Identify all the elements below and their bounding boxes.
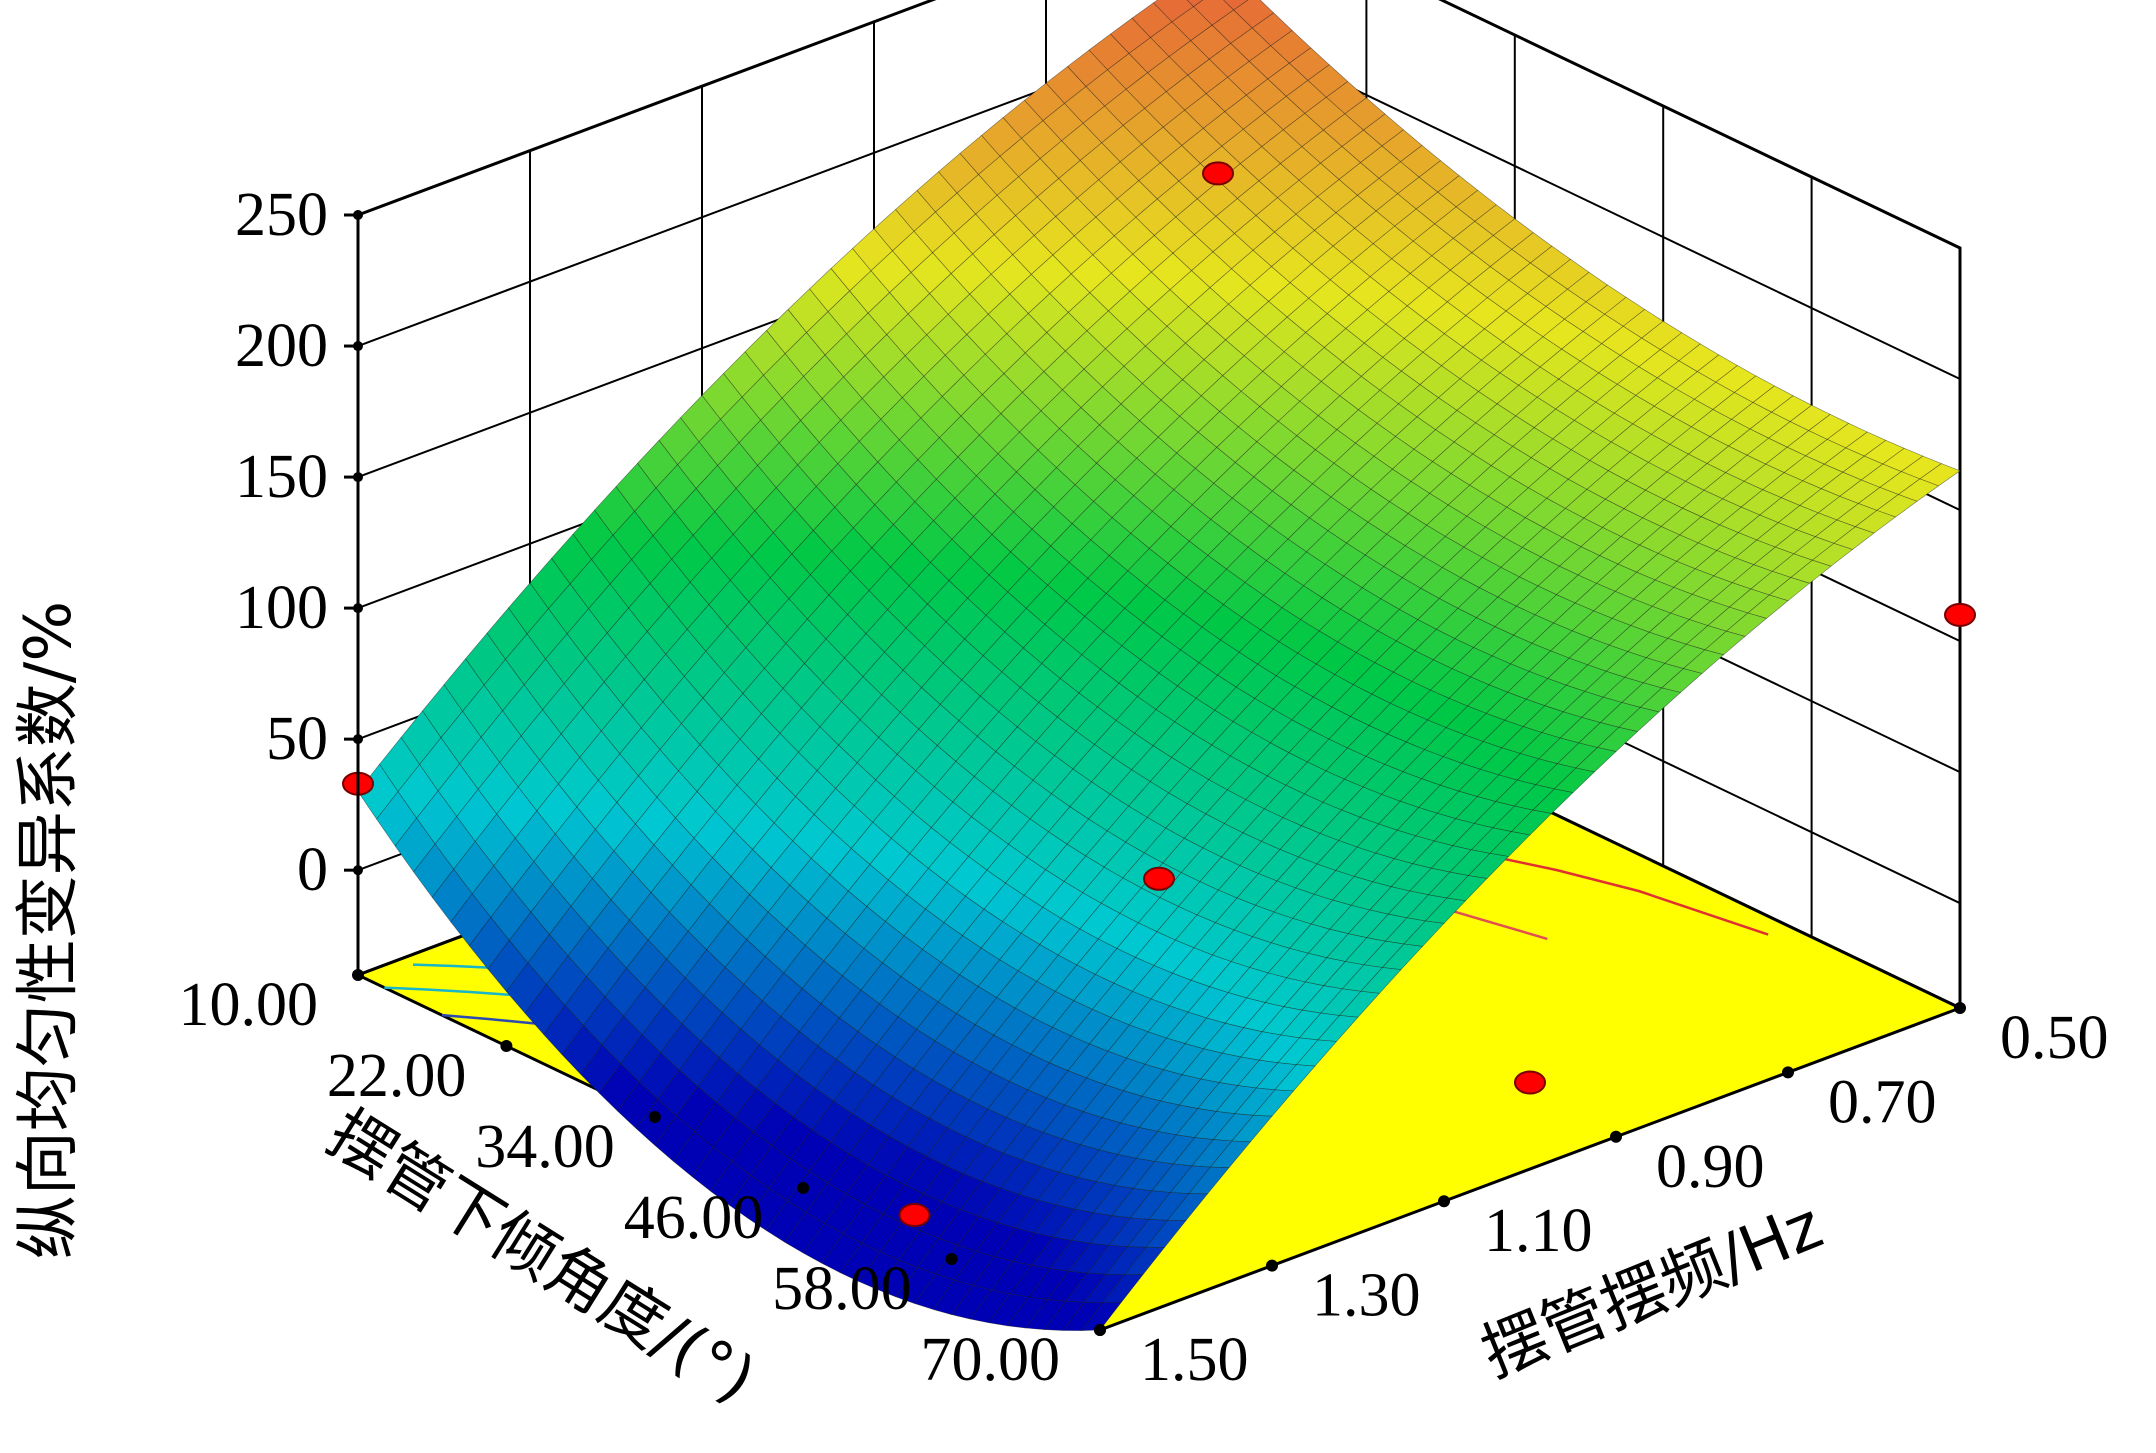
design-point bbox=[898, 1203, 931, 1228]
y-tick-dot bbox=[1438, 1195, 1450, 1208]
response-surface bbox=[357, 0, 1961, 1331]
z-grid-line bbox=[357, 0, 1961, 249]
y-tick-label: 1.10 bbox=[1484, 1197, 1593, 1265]
y-tick-dot bbox=[1610, 1130, 1622, 1143]
y-tick-dot bbox=[1094, 1324, 1106, 1336]
z-tick-label: 50 bbox=[266, 705, 328, 773]
design-point bbox=[1143, 866, 1175, 891]
x-tick-label: 58.00 bbox=[772, 1255, 912, 1323]
y-tick-label: 0.90 bbox=[1656, 1133, 1765, 1201]
x-tick-label: 22.00 bbox=[327, 1042, 467, 1110]
design-point bbox=[1202, 161, 1234, 186]
z-axis-title: 纵向均匀性变异系数/% bbox=[12, 601, 86, 1259]
y-tick-label: 0.50 bbox=[2000, 1004, 2109, 1072]
y-tick-label: 1.50 bbox=[1140, 1326, 1249, 1394]
z-axis-ticks: 0 50 100 150 200 250 bbox=[235, 181, 363, 975]
x-tick-dot bbox=[797, 1182, 810, 1194]
x-tick-label: 46.00 bbox=[624, 1184, 764, 1252]
y-tick-dot bbox=[1266, 1259, 1278, 1272]
y-tick-label: 1.30 bbox=[1312, 1262, 1421, 1330]
y-axis-ticks: 0.50 0.70 0.90 1.10 1.30 1.50 bbox=[1094, 1002, 2109, 1394]
x-tick-dot bbox=[945, 1253, 958, 1265]
y-tick-label: 0.70 bbox=[1828, 1068, 1937, 1136]
z-tick-label: 100 bbox=[235, 574, 328, 642]
surface-cell bbox=[1080, 1301, 1123, 1331]
z-tick-label: 200 bbox=[235, 312, 328, 380]
x-tick-label: 70.00 bbox=[921, 1326, 1061, 1394]
y-tick-dot bbox=[1782, 1066, 1794, 1079]
design-point bbox=[1944, 602, 1976, 627]
z-tick-label: 0 bbox=[297, 836, 328, 904]
x-tick-label: 10.00 bbox=[179, 971, 319, 1039]
z-tick-label: 150 bbox=[235, 443, 328, 511]
z-tick-label: 250 bbox=[235, 181, 328, 249]
x-tick-dot bbox=[500, 1040, 513, 1052]
design-point bbox=[1514, 1070, 1546, 1095]
design-points bbox=[342, 161, 1976, 1228]
y-tick-dot bbox=[1954, 1002, 1966, 1014]
x-tick-dot bbox=[352, 969, 364, 981]
x-tick-dot bbox=[648, 1111, 661, 1123]
x-tick-label: 34.00 bbox=[475, 1113, 615, 1181]
